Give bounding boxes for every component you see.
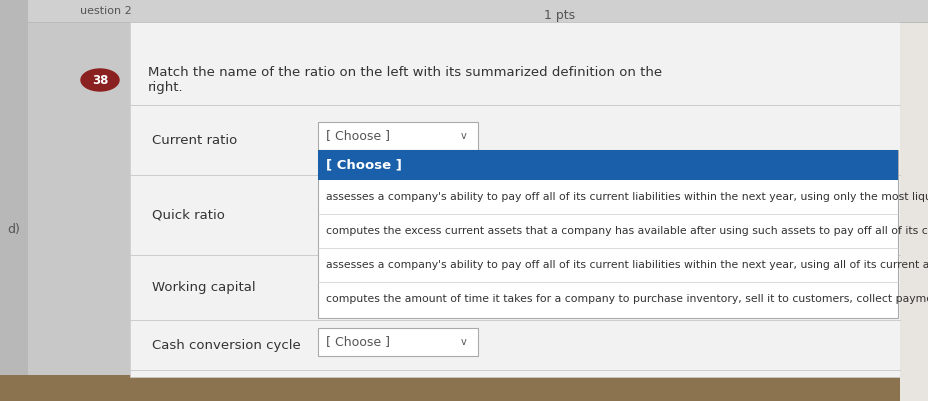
- Bar: [28, 0, 928, 22]
- Text: assesses a company's ability to pay off all of its current liabilities within th: assesses a company's ability to pay off …: [326, 192, 928, 202]
- Text: v: v: [460, 337, 467, 347]
- Bar: [317, 150, 897, 318]
- Text: [ Choose ]: [ Choose ]: [326, 130, 390, 142]
- Bar: [317, 122, 478, 150]
- Bar: [317, 150, 897, 180]
- Text: Match the name of the ratio on the left with its summarized definition on the: Match the name of the ratio on the left …: [148, 65, 662, 79]
- Text: Cash conversion cycle: Cash conversion cycle: [152, 338, 301, 352]
- Text: 1 pts: 1 pts: [544, 8, 575, 22]
- Ellipse shape: [81, 69, 119, 91]
- Text: computes the excess current assets that a company has available after using such: computes the excess current assets that …: [326, 226, 928, 236]
- Text: [ Choose ]: [ Choose ]: [326, 336, 390, 348]
- Text: Working capital: Working capital: [152, 281, 255, 294]
- Bar: [317, 328, 478, 356]
- Text: [ Choose ]: [ Choose ]: [326, 158, 402, 172]
- Text: right.: right.: [148, 81, 184, 93]
- Bar: [0, 375, 928, 401]
- Text: assesses a company's ability to pay off all of its current liabilities within th: assesses a company's ability to pay off …: [326, 260, 928, 270]
- Text: 38: 38: [92, 73, 108, 87]
- Text: v: v: [460, 131, 467, 141]
- Bar: [899, 22, 928, 401]
- Text: Quick ratio: Quick ratio: [152, 209, 225, 221]
- Text: computes the amount of time it takes for a company to purchase inventory, sell i: computes the amount of time it takes for…: [326, 294, 928, 304]
- Text: d): d): [7, 223, 20, 237]
- Text: Current ratio: Current ratio: [152, 134, 237, 146]
- Text: uestion 2: uestion 2: [80, 6, 132, 16]
- Bar: [0, 0, 28, 401]
- Bar: [130, 22, 899, 377]
